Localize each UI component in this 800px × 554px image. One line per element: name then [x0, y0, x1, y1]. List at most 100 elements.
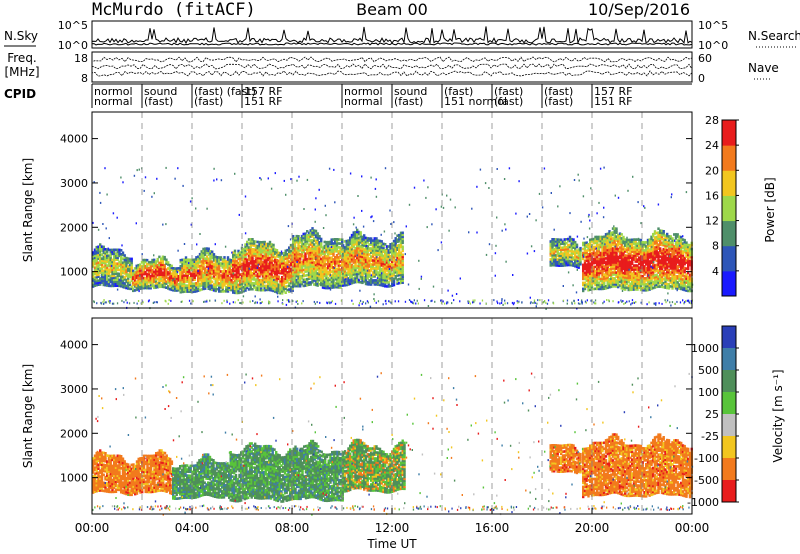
echo-cell	[167, 281, 170, 284]
echo-cell	[320, 277, 323, 281]
echo-cell	[629, 282, 632, 286]
echo-cell	[577, 264, 580, 267]
echo-cell	[249, 253, 252, 257]
echo-cell	[282, 285, 286, 289]
echo-cell	[299, 259, 302, 262]
echo-cell	[349, 260, 352, 264]
echo-cell	[359, 237, 362, 240]
echo-cell	[123, 278, 126, 281]
echo-cell	[671, 243, 674, 246]
echo-cell	[620, 243, 623, 246]
echo-cell	[95, 255, 98, 259]
echo-cell	[260, 288, 263, 292]
echo-cell	[135, 272, 138, 276]
echo-cell	[225, 260, 228, 263]
echo-cell	[366, 271, 369, 274]
echo-cell	[265, 252, 268, 256]
echo-cell	[611, 273, 615, 276]
echo-cell	[396, 280, 399, 283]
echo-cell	[183, 260, 186, 263]
echo-cell	[366, 239, 369, 242]
echo-cell	[130, 263, 133, 267]
echo-cell	[568, 235, 572, 239]
echo-cell	[300, 244, 304, 248]
echo-cell	[671, 255, 674, 258]
echo-cell	[281, 292, 284, 295]
echo-cell	[99, 255, 102, 258]
echo-cell	[274, 256, 277, 259]
echo-cell	[349, 256, 352, 260]
echo-cell	[669, 247, 672, 250]
echo-cell	[265, 288, 268, 292]
echo-cell	[327, 262, 330, 266]
echo-cell	[318, 249, 321, 252]
echo-cell	[300, 264, 304, 268]
echo-cell	[678, 265, 681, 268]
echo-cell	[599, 239, 602, 243]
echo-cell	[660, 233, 664, 237]
echo-cell	[639, 248, 643, 252]
echo-cell	[339, 268, 342, 271]
echo-cell	[327, 276, 330, 280]
echo-cell	[597, 271, 601, 275]
echo-cell	[313, 245, 316, 248]
echo-cell	[299, 247, 302, 250]
echo-cell	[207, 283, 210, 286]
echo-cell	[549, 240, 552, 243]
echo-cell	[282, 253, 286, 257]
echo-cell	[221, 288, 224, 291]
echo-cell	[583, 263, 587, 267]
echo-cell	[93, 268, 97, 272]
echo-cell	[260, 278, 263, 282]
echo-cell	[561, 252, 565, 255]
echo-cell	[608, 232, 611, 235]
echo-cell	[104, 281, 107, 285]
echo-cell	[292, 280, 295, 284]
echo-cell	[127, 257, 130, 260]
echo-cell	[97, 253, 100, 257]
echo-cell	[177, 275, 180, 278]
echo-cell	[631, 276, 634, 279]
echo-cell	[307, 257, 311, 261]
echo-cell	[190, 286, 193, 290]
echo-cell	[251, 273, 254, 277]
echo-cell	[673, 273, 676, 276]
echo-cell	[114, 254, 118, 257]
echo-cell	[135, 266, 138, 270]
echo-cell	[631, 284, 634, 287]
echo-cell	[163, 285, 166, 289]
echo-cell	[297, 282, 300, 286]
echo-cell	[314, 263, 318, 267]
echo-cell	[181, 268, 184, 272]
echo-cell	[339, 238, 342, 241]
echo-cell	[603, 287, 606, 290]
echo-cell	[207, 261, 210, 265]
echo-cell	[657, 233, 660, 236]
echo-cell	[99, 257, 102, 260]
echo-cell	[181, 280, 184, 284]
echo-cell	[570, 257, 573, 261]
echo-cell	[345, 243, 348, 247]
echo-cell	[258, 246, 261, 250]
echo-cell	[645, 289, 648, 292]
echo-cell	[620, 245, 623, 248]
echo-cell	[646, 256, 650, 260]
echo-cell	[295, 240, 298, 244]
echo-cell	[263, 260, 266, 264]
echo-cell	[161, 279, 165, 283]
echo-cell	[251, 242, 254, 245]
echo-cell	[239, 263, 242, 266]
echo-cell	[284, 263, 287, 266]
echo-cell	[592, 245, 595, 249]
echo-cell	[674, 257, 678, 260]
echo-cell	[165, 258, 168, 262]
nsearch-tick-top: 10^5	[698, 19, 728, 32]
cpid-segment-label: 151 RF	[244, 95, 282, 108]
echo-cell	[267, 284, 270, 288]
echo-cell	[652, 252, 655, 256]
echo-cell	[174, 273, 177, 276]
echo-cell	[674, 283, 678, 286]
echo-cell	[156, 267, 159, 271]
echo-cell	[140, 275, 144, 278]
echo-cell	[330, 242, 333, 245]
